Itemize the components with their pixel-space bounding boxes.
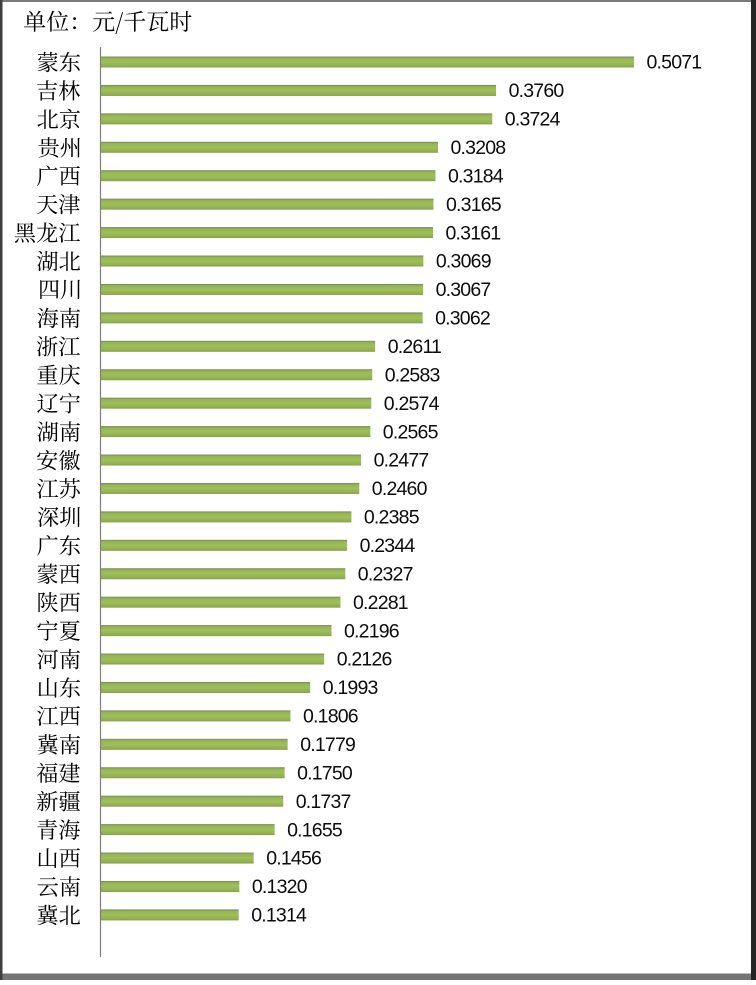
svg-text:0.5071: 0.5071: [647, 52, 702, 74]
svg-text:0.3724: 0.3724: [505, 109, 561, 131]
svg-text:0.2460: 0.2460: [372, 478, 428, 500]
svg-text:0.3165: 0.3165: [446, 194, 502, 216]
svg-text:0.1993: 0.1993: [323, 677, 378, 699]
svg-text:0.2574: 0.2574: [384, 393, 440, 415]
svg-text:0.1456: 0.1456: [266, 848, 321, 870]
svg-text:0.2281: 0.2281: [353, 592, 408, 614]
svg-text:0.3067: 0.3067: [436, 279, 491, 301]
svg-text:0.2583: 0.2583: [385, 364, 440, 386]
svg-text:0.2196: 0.2196: [344, 620, 399, 642]
svg-text:0.3161: 0.3161: [446, 222, 501, 244]
svg-text:0.1655: 0.1655: [287, 819, 343, 841]
svg-text:0.3184: 0.3184: [448, 165, 504, 187]
svg-text:0.1737: 0.1737: [296, 791, 351, 813]
svg-text:0.2565: 0.2565: [383, 421, 439, 443]
svg-text:0.2327: 0.2327: [358, 563, 413, 585]
svg-text:0.3069: 0.3069: [436, 251, 491, 273]
svg-text:0.3208: 0.3208: [451, 137, 506, 159]
svg-text:0.3760: 0.3760: [509, 80, 565, 102]
svg-text:0.1314: 0.1314: [251, 905, 307, 927]
svg-text:0.3062: 0.3062: [435, 308, 490, 330]
svg-text:0.2385: 0.2385: [364, 507, 420, 529]
svg-text:0.2611: 0.2611: [388, 336, 441, 358]
svg-text:0.1779: 0.1779: [300, 734, 355, 756]
svg-text:0.1750: 0.1750: [297, 762, 353, 784]
svg-text:0.2344: 0.2344: [360, 535, 416, 557]
svg-text:0.2477: 0.2477: [374, 450, 429, 472]
svg-text:0.1806: 0.1806: [303, 706, 358, 728]
svg-text:0.1320: 0.1320: [252, 876, 308, 898]
svg-text:0.2126: 0.2126: [337, 649, 392, 671]
